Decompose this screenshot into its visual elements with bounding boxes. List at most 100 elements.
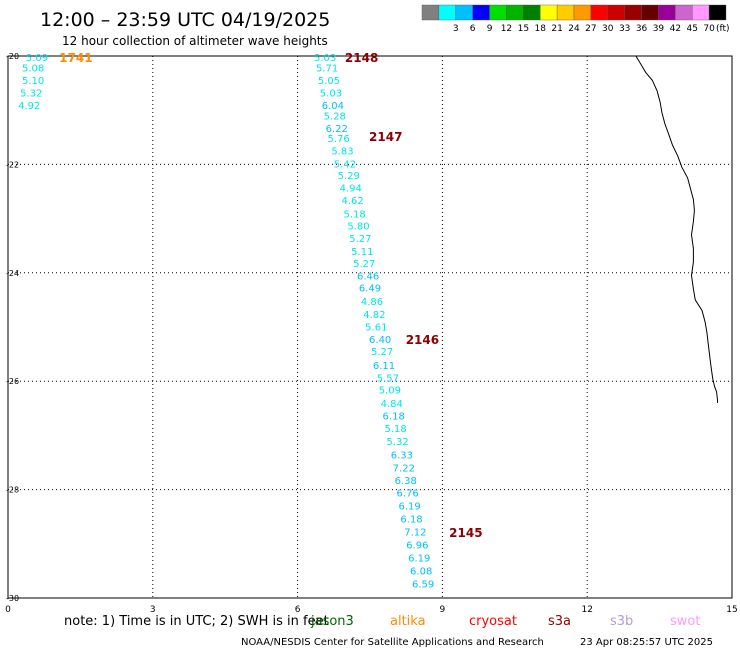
swh-value-label: 4.62	[342, 196, 364, 207]
swh-value-label: 4.86	[361, 297, 383, 308]
swh-value-label: 6.33	[391, 450, 413, 461]
swh-value-label: 6.46	[357, 272, 379, 283]
swh-points: 5.095.085.105.324.925.035.715.055.036.04…	[18, 53, 434, 590]
satellite-legend-s3b: s3b	[610, 614, 633, 629]
x-tick-label: 12	[581, 605, 592, 615]
satellite-legend-swot: swot	[670, 614, 700, 629]
swh-value-label: 5.71	[316, 63, 338, 74]
swh-value-label: 5.76	[328, 134, 350, 145]
swh-value-label: 5.61	[365, 322, 387, 333]
swh-value-label: 5.80	[347, 222, 369, 233]
pass-number-label: 2148	[345, 51, 378, 65]
colorbar-swatch	[506, 4, 524, 21]
colorbar-tick-label: 36	[636, 24, 648, 34]
swh-value-label: 5.10	[22, 76, 44, 87]
colorbar-swatch	[472, 4, 490, 21]
y-tick-label: -24	[6, 269, 19, 278]
colorbar-swatch	[708, 4, 727, 21]
y-tick-label: -30	[6, 594, 19, 603]
swh-value-label: 6.49	[359, 283, 381, 294]
colorbar-tick-label: 30	[602, 24, 614, 34]
colorbar-tick-label: 27	[585, 24, 596, 34]
footer-credit: NOAA/NESDIS Center for Satellite Applica…	[241, 637, 544, 648]
y-tick-label: -20	[6, 52, 19, 61]
swh-value-label: 6.59	[412, 579, 434, 590]
swh-value-label: 6.18	[383, 411, 405, 422]
chart-subtitle: 12 hour collection of altimeter wave hei…	[62, 34, 328, 48]
y-tick-label: -28	[6, 486, 19, 495]
swh-value-label: 5.03	[320, 88, 342, 99]
swh-value-label: 5.18	[384, 424, 406, 435]
swh-value-label: 5.11	[351, 247, 373, 258]
satellite-legend-jason3: jason3	[310, 614, 354, 629]
colorbar-swatch	[624, 4, 642, 21]
colorbar-tick-label: 21	[551, 24, 562, 34]
x-tick-label: 9	[440, 605, 446, 615]
colorbar-swatch	[658, 4, 676, 21]
colorbar-tick-label: 9	[487, 24, 493, 34]
y-tick-label: -22	[6, 160, 19, 169]
x-tick-label: 3	[150, 605, 156, 615]
swh-value-label: 5.28	[324, 112, 346, 123]
swh-value-label: 6.96	[406, 540, 428, 551]
pass-number-label: 2146	[406, 333, 439, 347]
swh-value-label: 6.11	[373, 361, 395, 372]
colorbar-swatch	[455, 4, 473, 21]
chart-title: 12:00 – 23:59 UTC 04/19/2025	[40, 9, 330, 31]
colorbar-tick-label: 70	[703, 24, 715, 34]
swh-value-label: 4.84	[381, 399, 403, 410]
colorbar-tick-label: 6	[470, 24, 476, 34]
colorbar-swatch	[489, 4, 507, 21]
x-tick-label: 6	[295, 605, 301, 615]
pass-labels: 1741 2148 2147 2146 2145	[59, 51, 482, 540]
swh-value-label: 5.27	[353, 259, 375, 270]
colorbar-swatch	[590, 4, 608, 21]
pass-number-label: 2145	[449, 526, 482, 540]
colorbar-tick-label: 24	[568, 24, 580, 34]
swh-value-label: 5.05	[318, 76, 340, 87]
swh-value-label: 5.27	[371, 347, 393, 358]
colorbar-swatch	[573, 4, 592, 21]
swh-value-label: 5.03	[314, 53, 336, 64]
plot-area: 0 3 6 9 12 15-20-22-24-26-28-30 5.095.085.105…	[5, 51, 738, 615]
swh-value-label: 7.22	[393, 463, 415, 474]
swh-value-label: 7.12	[404, 527, 426, 538]
swh-value-label: 5.18	[343, 210, 365, 221]
pass-number-label: 2147	[369, 130, 402, 144]
swh-value-label: 5.27	[349, 234, 371, 245]
axis-tick-labels: 0 3 6 9 12 15 -20 -22 -24 -26 -28 -30	[5, 52, 738, 615]
colorbar-tick-label: 15	[518, 24, 529, 34]
satellite-legend-s3a: s3a	[548, 614, 571, 629]
colorbar-tick-label: 33	[619, 24, 630, 34]
pass-number-label: 1741	[59, 51, 92, 65]
coastline-line	[635, 55, 718, 403]
swh-value-label: 6.04	[322, 101, 344, 112]
satellite-legend-altika: altika	[390, 614, 426, 629]
colorbar-tick-label: 3	[453, 24, 459, 34]
colorbar-tick-label: 39	[653, 24, 665, 34]
colorbar-legend: 3 6 9 12 15 18 21 24 27 30 33 36 39 42 45 70	[421, 4, 727, 34]
colorbar-tick-label: 45	[686, 24, 697, 34]
swh-value-label: 5.09	[379, 385, 401, 396]
swh-value-label: 4.82	[363, 310, 385, 321]
footer-timestamp: 23 Apr 08:25:57 UTC 2025	[580, 637, 713, 648]
swh-value-label: 5.42	[334, 159, 356, 170]
swh-value-label: 6.19	[408, 553, 430, 564]
plot-frame	[7, 55, 733, 599]
colorbar-tick-label: 12	[501, 24, 512, 34]
swh-value-label: 4.94	[340, 184, 362, 195]
y-tick-label: -26	[6, 377, 19, 386]
swh-value-label: 6.76	[397, 488, 419, 499]
x-tick-label: 15	[726, 605, 737, 615]
swh-value-label: 5.32	[20, 88, 42, 99]
swh-value-label: 6.40	[369, 335, 391, 346]
swh-value-label: 5.83	[331, 146, 353, 157]
grid-lines	[8, 56, 732, 598]
swh-value-label: 5.29	[338, 171, 360, 182]
swh-value-label: 5.32	[386, 437, 408, 448]
satellite-legend: jason3 altika cryosat s3a s3b swot	[310, 614, 700, 629]
satellite-legend-cryosat: cryosat	[469, 614, 517, 629]
colorbar-swatch	[641, 4, 659, 21]
colorbar-swatch	[675, 4, 693, 21]
